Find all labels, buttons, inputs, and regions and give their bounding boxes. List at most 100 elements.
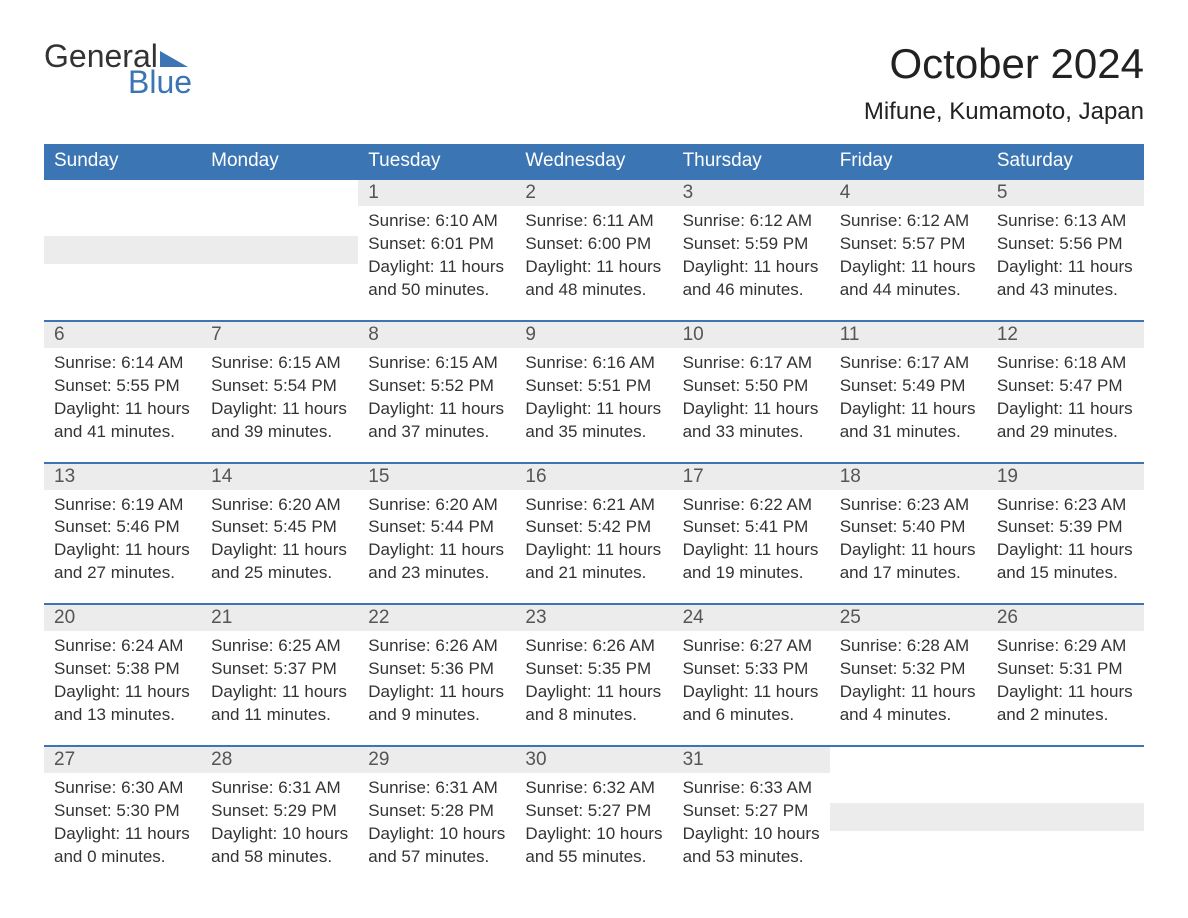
day-cell: 17Sunrise: 6:22 AMSunset: 5:41 PMDayligh…: [673, 463, 830, 605]
day-sunrise: Sunrise: 6:21 AM: [525, 494, 662, 517]
empty-day-num: [201, 236, 358, 264]
day-cell: 28Sunrise: 6:31 AMSunset: 5:29 PMDayligh…: [201, 746, 358, 887]
day-dl2: and 27 minutes.: [54, 562, 191, 585]
empty-day-num: [987, 803, 1144, 831]
day-dl2: and 25 minutes.: [211, 562, 348, 585]
day-dl2: and 6 minutes.: [683, 704, 820, 727]
day-dl1: Daylight: 11 hours: [840, 398, 977, 421]
day-number: 7: [201, 322, 358, 348]
day-sunset: Sunset: 5:50 PM: [683, 375, 820, 398]
day-sunrise: Sunrise: 6:12 AM: [683, 210, 820, 233]
day-number: 14: [201, 464, 358, 490]
empty-day-cell: [830, 746, 987, 887]
day-sunrise: Sunrise: 6:29 AM: [997, 635, 1134, 658]
day-cell: 7Sunrise: 6:15 AMSunset: 5:54 PMDaylight…: [201, 321, 358, 463]
day-body: Sunrise: 6:12 AMSunset: 5:59 PMDaylight:…: [673, 206, 830, 302]
day-body: Sunrise: 6:15 AMSunset: 5:52 PMDaylight:…: [358, 348, 515, 444]
day-dl2: and 37 minutes.: [368, 421, 505, 444]
day-sunrise: Sunrise: 6:23 AM: [997, 494, 1134, 517]
day-sunset: Sunset: 5:41 PM: [683, 516, 820, 539]
day-number: 27: [44, 747, 201, 773]
day-dl1: Daylight: 10 hours: [368, 823, 505, 846]
day-dl2: and 44 minutes.: [840, 279, 977, 302]
day-body: Sunrise: 6:26 AMSunset: 5:36 PMDaylight:…: [358, 631, 515, 727]
day-body: Sunrise: 6:31 AMSunset: 5:28 PMDaylight:…: [358, 773, 515, 869]
day-sunrise: Sunrise: 6:20 AM: [368, 494, 505, 517]
day-dl2: and 8 minutes.: [525, 704, 662, 727]
day-sunset: Sunset: 5:35 PM: [525, 658, 662, 681]
day-cell: 3Sunrise: 6:12 AMSunset: 5:59 PMDaylight…: [673, 179, 830, 321]
day-cell: 2Sunrise: 6:11 AMSunset: 6:00 PMDaylight…: [515, 179, 672, 321]
day-body: Sunrise: 6:12 AMSunset: 5:57 PMDaylight:…: [830, 206, 987, 302]
day-cell: 31Sunrise: 6:33 AMSunset: 5:27 PMDayligh…: [673, 746, 830, 887]
day-dl2: and 50 minutes.: [368, 279, 505, 302]
day-sunset: Sunset: 5:55 PM: [54, 375, 191, 398]
day-sunrise: Sunrise: 6:26 AM: [525, 635, 662, 658]
day-sunset: Sunset: 5:40 PM: [840, 516, 977, 539]
day-dl1: Daylight: 11 hours: [525, 256, 662, 279]
day-number: 17: [673, 464, 830, 490]
day-dl1: Daylight: 11 hours: [368, 539, 505, 562]
day-dl1: Daylight: 11 hours: [683, 398, 820, 421]
day-dl2: and 46 minutes.: [683, 279, 820, 302]
day-dl2: and 15 minutes.: [997, 562, 1134, 585]
day-number: 13: [44, 464, 201, 490]
day-dl1: Daylight: 11 hours: [54, 398, 191, 421]
day-body: Sunrise: 6:31 AMSunset: 5:29 PMDaylight:…: [201, 773, 358, 869]
day-sunset: Sunset: 5:46 PM: [54, 516, 191, 539]
day-number: 31: [673, 747, 830, 773]
day-cell: 15Sunrise: 6:20 AMSunset: 5:44 PMDayligh…: [358, 463, 515, 605]
day-cell: 8Sunrise: 6:15 AMSunset: 5:52 PMDaylight…: [358, 321, 515, 463]
weekday-header: Friday: [830, 144, 987, 179]
day-number: 9: [515, 322, 672, 348]
day-sunrise: Sunrise: 6:26 AM: [368, 635, 505, 658]
day-number: 5: [987, 180, 1144, 206]
day-number: 26: [987, 605, 1144, 631]
day-sunrise: Sunrise: 6:15 AM: [211, 352, 348, 375]
day-number: 6: [44, 322, 201, 348]
day-dl1: Daylight: 11 hours: [525, 681, 662, 704]
day-dl1: Daylight: 11 hours: [683, 256, 820, 279]
day-dl1: Daylight: 11 hours: [525, 539, 662, 562]
calendar-week-row: 20 Sunrise: 6:24 AMSunset: 5:38 PM Dayligh…: [44, 604, 1144, 746]
day-sunset: Sunset: 5:47 PM: [997, 375, 1134, 398]
day-sunrise: Sunrise: 6:15 AM: [368, 352, 505, 375]
day-body: Sunrise: 6:20 AMSunset: 5:44 PMDaylight:…: [358, 490, 515, 586]
day-number: 29: [358, 747, 515, 773]
day-sunset: Sunset: 6:00 PM: [525, 233, 662, 256]
day-dl2: and 29 minutes.: [997, 421, 1134, 444]
day-number: 30: [515, 747, 672, 773]
day-number: 4: [830, 180, 987, 206]
day-body: Sunrise: 6:23 AMSunset: 5:39 PMDaylight:…: [987, 490, 1144, 586]
calendar-week-row: 13 Sunrise: 6:19 AMSunset: 5:46 PM Dayligh…: [44, 463, 1144, 605]
day-sunrise: Sunrise: 6:19 AM: [54, 494, 191, 517]
day-sunrise: Sunrise: 6:32 AM: [525, 777, 662, 800]
day-sunset: Sunset: 5:38 PM: [54, 658, 191, 681]
day-cell: 24Sunrise: 6:27 AMSunset: 5:33 PMDayligh…: [673, 604, 830, 746]
day-sunrise: Sunrise: 6:24 AM: [54, 635, 191, 658]
day-sunset: Sunset: 5:36 PM: [368, 658, 505, 681]
day-number: 10: [673, 322, 830, 348]
day-body: Sunrise: 6:28 AMSunset: 5:32 PMDaylight:…: [830, 631, 987, 727]
day-dl1: Daylight: 11 hours: [997, 681, 1134, 704]
calendar-week-row: 27Sunrise: 6:30 AMSunset: 5:30 PMDayligh…: [44, 746, 1144, 887]
day-sunrise: Sunrise: 6:31 AM: [368, 777, 505, 800]
day-sunset: Sunset: 5:59 PM: [683, 233, 820, 256]
day-dl2: and 23 minutes.: [368, 562, 505, 585]
day-cell: 30Sunrise: 6:32 AMSunset: 5:27 PMDayligh…: [515, 746, 672, 887]
day-dl2: and 11 minutes.: [211, 704, 348, 727]
day-dl2: and 48 minutes.: [525, 279, 662, 302]
day-body: Sunrise: 6:20 AMSunset: 5:45 PMDaylight:…: [201, 490, 358, 586]
day-number: 8: [358, 322, 515, 348]
day-body: Sunrise: 6:11 AMSunset: 6:00 PMDaylight:…: [515, 206, 672, 302]
day-sunset: Sunset: 5:31 PM: [997, 658, 1134, 681]
day-number: 2: [515, 180, 672, 206]
day-dl2: and 58 minutes.: [211, 846, 348, 869]
empty-day-num: [830, 803, 987, 831]
day-number: 20: [44, 605, 201, 631]
day-number: 21: [201, 605, 358, 631]
day-dl1: Daylight: 11 hours: [368, 681, 505, 704]
day-body: Sunrise: 6:29 AMSunset: 5:31 PMDaylight:…: [987, 631, 1144, 727]
day-dl2: and 53 minutes.: [683, 846, 820, 869]
day-sunrise: Sunrise: 6:17 AM: [840, 352, 977, 375]
